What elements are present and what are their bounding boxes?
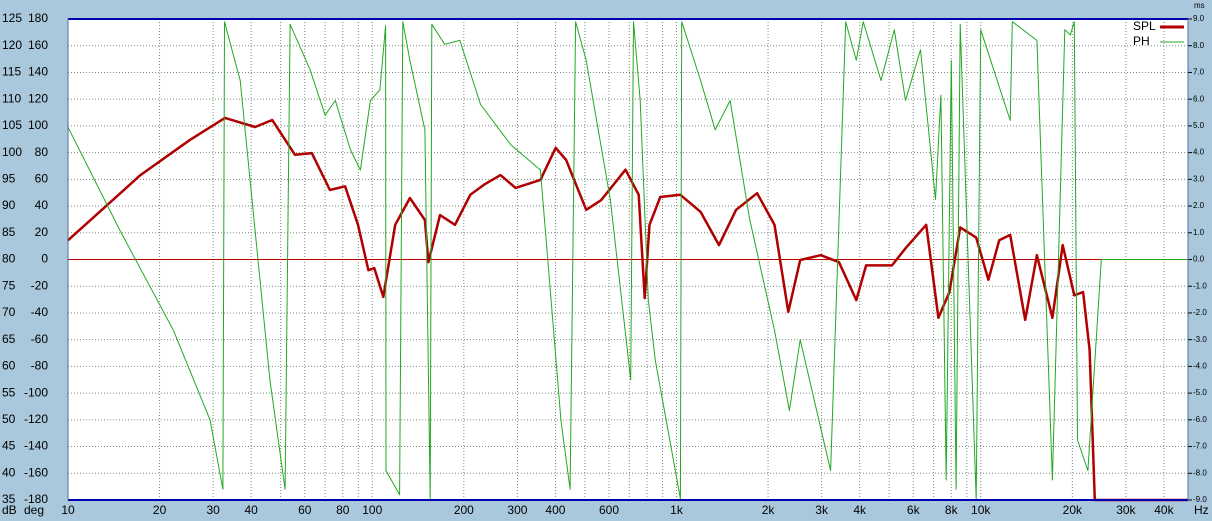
y3-tick-label: 8.0	[1193, 41, 1205, 50]
y2-tick-label: -20	[31, 278, 49, 292]
y-tick-label: 100	[2, 145, 22, 159]
y3-tick-label: -8.0	[1193, 468, 1207, 477]
y2-tick-label: -100	[24, 385, 48, 399]
y2-tick-label: -180	[24, 492, 48, 506]
y-axis-label: dB	[2, 503, 17, 517]
y-tick-label: 35	[2, 492, 16, 506]
x-tick-label: 2k	[762, 503, 776, 517]
x-tick-label: 4k	[853, 503, 867, 517]
x-tick-label: 600	[599, 503, 619, 517]
y-tick-label: 65	[2, 332, 16, 346]
y2-tick-label: 20	[35, 225, 49, 239]
y2-tick-label: 180	[28, 11, 48, 25]
x-tick-label: 400	[545, 503, 565, 517]
y2-tick-label: -120	[24, 412, 48, 426]
y2-tick-label: 0	[41, 252, 48, 266]
y3-tick-label: 6.0	[1193, 94, 1205, 103]
x-tick-label: 80	[336, 503, 350, 517]
x-tick-label: 8k	[945, 503, 959, 517]
x-tick-label: 100	[362, 503, 382, 517]
y-tick-label: 60	[2, 359, 16, 373]
y-tick-label: 55	[2, 385, 16, 399]
y2-tick-label: -40	[31, 305, 49, 319]
y3-tick-label: -2.0	[1193, 308, 1207, 317]
y2-tick-label: 80	[35, 145, 49, 159]
y2-tick-label: -60	[31, 332, 49, 346]
y3-tick-label: -5.0	[1193, 388, 1207, 397]
x-tick-label: 60	[298, 503, 312, 517]
y2-tick-label: -140	[24, 439, 48, 453]
y-tick-label: 50	[2, 412, 16, 426]
y3-tick-label: 0.0	[1193, 255, 1205, 264]
y3-tick-label: -4.0	[1193, 361, 1207, 370]
y3-tick-label: -3.0	[1193, 335, 1207, 344]
x-tick-label: 6k	[907, 503, 921, 517]
y-tick-label: 105	[2, 118, 22, 132]
y-tick-label: 125	[2, 11, 22, 25]
y2-tick-label: -80	[31, 359, 49, 373]
y3-tick-label: 5.0	[1193, 121, 1205, 130]
y-tick-label: 120	[2, 38, 22, 52]
y3-tick-label: 2.0	[1193, 201, 1205, 210]
y3-tick-label: 7.0	[1193, 68, 1205, 77]
y-tick-label: 80	[2, 252, 16, 266]
x-tick-label: 200	[454, 503, 474, 517]
legend-label: SPL	[1133, 19, 1156, 33]
y3-tick-label: -9.0	[1193, 495, 1207, 504]
x-tick-label: 300	[507, 503, 527, 517]
y2-tick-label: 140	[28, 65, 48, 79]
y-tick-label: 85	[2, 225, 16, 239]
y3-tick-label: 9.0	[1193, 14, 1205, 23]
legend-label: PH	[1133, 34, 1150, 48]
x-tick-label: 10	[61, 503, 75, 517]
y2-tick-label: -160	[24, 465, 48, 479]
y-tick-label: 75	[2, 278, 16, 292]
y3-tick-label: 4.0	[1193, 148, 1205, 157]
x-tick-label: 20k	[1063, 503, 1083, 517]
y3-tick-label: -1.0	[1193, 281, 1207, 290]
y-tick-label: 115	[2, 65, 21, 79]
y2-tick-label: 120	[28, 91, 48, 105]
y-tick-label: 90	[2, 198, 16, 212]
y2-tick-label: 160	[28, 38, 48, 52]
x-tick-label: 30k	[1116, 503, 1136, 517]
y2-tick-label: 60	[35, 172, 49, 186]
x-tick-label: 1k	[670, 503, 684, 517]
y2-tick-label: 100	[28, 118, 48, 132]
y-tick-label: 70	[2, 305, 16, 319]
y-tick-label: 45	[2, 439, 16, 453]
y-tick-label: 40	[2, 465, 16, 479]
y-tick-label: 110	[2, 91, 21, 105]
x-tick-label: 3k	[815, 503, 829, 517]
x-tick-label: 10k	[971, 503, 991, 517]
y3-tick-label: -6.0	[1193, 415, 1207, 424]
x-tick-label: 40	[244, 503, 258, 517]
y3-tick-label: 1.0	[1193, 228, 1205, 237]
x-tick-label: 30	[206, 503, 220, 517]
x-tick-label: 40k	[1154, 503, 1174, 517]
series-line	[67, 21, 1188, 501]
y3-tick-label: 3.0	[1193, 174, 1205, 183]
x-tick-label: 20	[153, 503, 167, 517]
y2-axis-label: deg	[24, 503, 44, 517]
y-tick-label: 95	[2, 172, 16, 186]
y2-tick-label: 40	[35, 198, 49, 212]
y3-axis-label: ms	[1194, 1, 1205, 10]
y3-tick-label: -7.0	[1193, 442, 1207, 451]
series-line	[67, 116, 1188, 502]
x-axis-label: Hz	[1194, 503, 1209, 517]
